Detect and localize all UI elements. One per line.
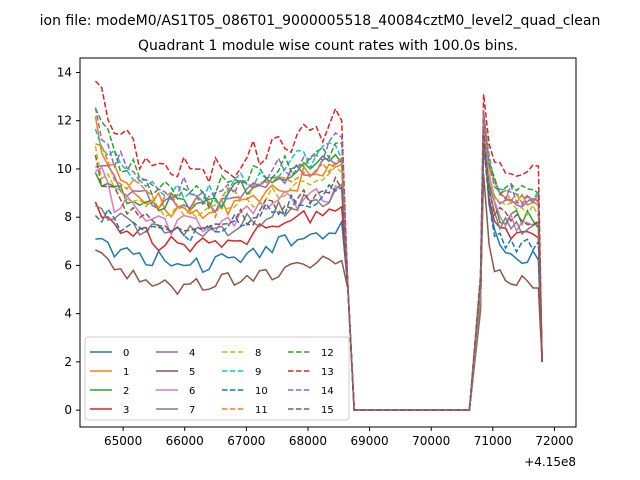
legend-label: 9 [255, 367, 261, 378]
y-tick-label: 12 [57, 114, 72, 128]
series-line-6 [94, 130, 543, 411]
y-tick-label: 8 [64, 210, 72, 224]
legend-box [84, 336, 350, 421]
x-tick-label: 72000 [535, 434, 573, 448]
axis-ticks: 65000 66000 67000 68000 69000 70000 71000 72000… [57, 65, 574, 448]
x-tick-label: 70000 [412, 434, 450, 448]
y-tick-label: 0 [64, 403, 72, 417]
y-tick-label: 4 [64, 307, 72, 321]
plot-series-group [94, 80, 543, 411]
y-tick-label: 6 [64, 258, 72, 272]
x-tick-label: 66000 [166, 434, 204, 448]
x-tick-label: 71000 [474, 434, 512, 448]
chart-suptitle: ion file: modeM0/AS1T05_086T01_900000551… [40, 13, 601, 29]
x-tick-label: 67000 [227, 434, 265, 448]
series-line-5 [95, 173, 543, 411]
legend-label: 3 [123, 405, 129, 416]
axes-frame [79, 57, 577, 428]
series-line-14 [94, 107, 543, 411]
legend-label: 11 [255, 405, 268, 416]
legend-label: 4 [189, 348, 195, 359]
legend-label: 2 [123, 386, 129, 397]
y-tick-label: 2 [64, 355, 72, 369]
legend-label: 10 [255, 386, 268, 397]
y-tick-label: 10 [57, 162, 72, 176]
series-line-3 [94, 135, 543, 411]
x-tick-label: 65000 [104, 434, 142, 448]
legend-label: 8 [255, 348, 261, 359]
series-line-0 [95, 125, 543, 411]
legend-label: 6 [189, 386, 195, 397]
legend-label: 14 [321, 386, 334, 397]
legend-label: 13 [321, 367, 334, 378]
legend-label: 15 [321, 405, 334, 416]
y-tick-label: 14 [57, 65, 72, 79]
series-line-12 [94, 107, 543, 411]
legend-label: 12 [321, 348, 334, 359]
series-line-11 [95, 111, 543, 411]
series-line-13 [94, 80, 543, 411]
legend-label: 1 [123, 367, 129, 378]
x-tick-label: 69000 [350, 434, 388, 448]
series-line-9 [94, 113, 543, 411]
x-tick-label: 68000 [289, 434, 327, 448]
x-offset-text: +4.15e8 [524, 455, 576, 469]
legend-label: 0 [123, 348, 129, 359]
legend-label: 5 [189, 367, 195, 378]
series-line-15 [94, 130, 543, 411]
chart-title: Quadrant 1 module wise count rates with … [138, 38, 518, 54]
series-line-8 [94, 127, 543, 411]
series-line-10 [94, 144, 543, 411]
legend-label: 7 [189, 405, 195, 416]
